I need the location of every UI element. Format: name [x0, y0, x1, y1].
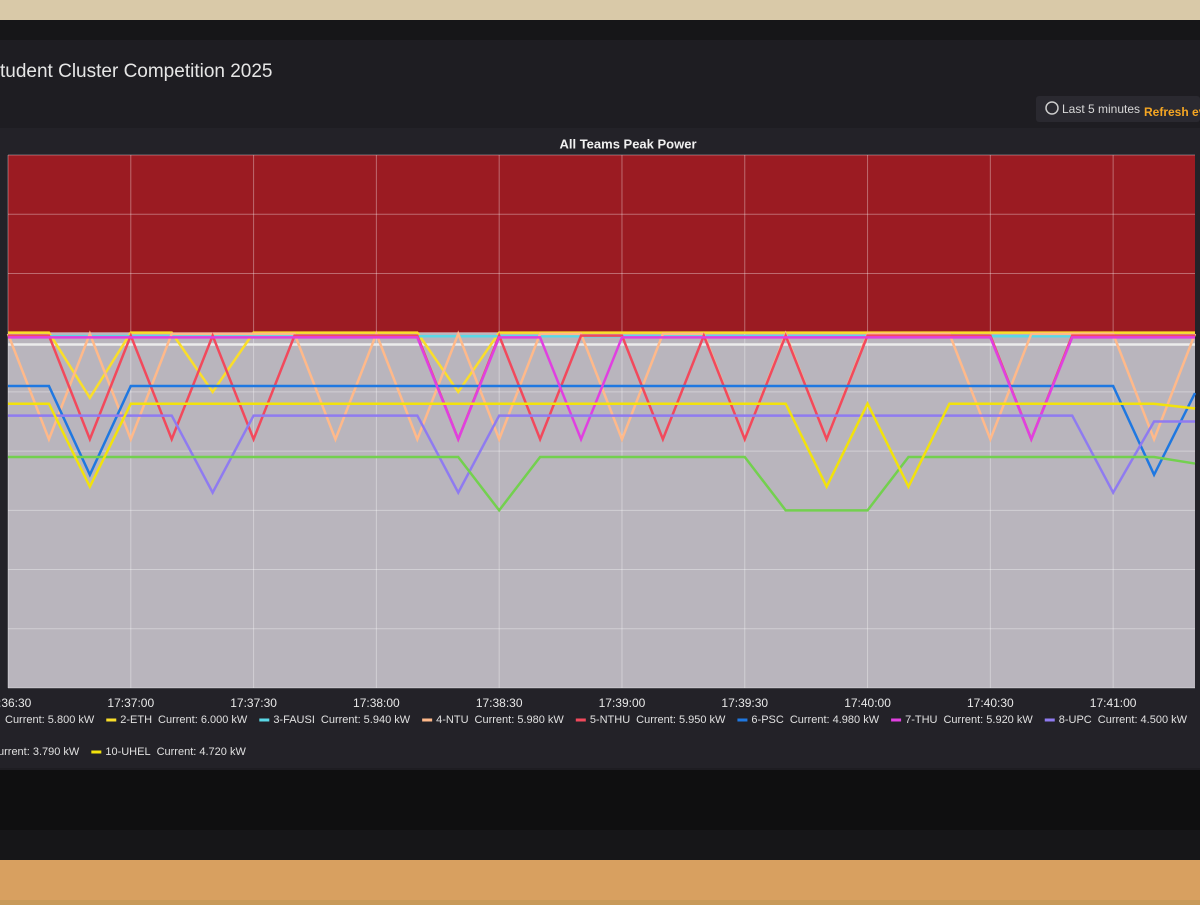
legend-current: Current: 4.500 kW	[1098, 714, 1188, 726]
clock-icon	[1045, 101, 1059, 115]
x-tick-label: 17:40:30	[967, 696, 1014, 710]
legend-current: Current: 6.000 kW	[158, 714, 248, 726]
legend-name: 4-NTU	[436, 714, 468, 726]
dashboard-title: tudent Cluster Competition 2025	[0, 61, 273, 82]
x-tick-label: 17:38:30	[476, 696, 523, 710]
legend-current: Current: 5.980 kW	[475, 714, 565, 726]
x-tick-label: 17:37:30	[230, 696, 277, 710]
legend-current: Current: 4.720 kW	[157, 746, 247, 758]
time-picker[interactable]	[1036, 96, 1200, 122]
x-tick-label: 17:40:00	[844, 696, 891, 710]
panel-title: All Teams Peak Power	[559, 136, 696, 151]
x-tick-label: 17:38:00	[353, 696, 400, 710]
refresh-button[interactable]: Refresh eve	[1144, 105, 1200, 119]
legend-name: 2-ETH	[120, 714, 152, 726]
legend-name: 3-FAUSI	[273, 714, 315, 726]
legend-current: urrent: 3.790 kW	[0, 746, 80, 758]
legend-name: 7-THU	[905, 714, 937, 726]
series-line	[8, 414, 1195, 496]
x-tick-label: 17:37:00	[107, 696, 154, 710]
legend-current: Current: 5.950 kW	[636, 714, 726, 726]
threshold-region	[8, 155, 1195, 333]
legend-name: 8-UPC	[1059, 714, 1092, 726]
x-tick-label: 17:36:30	[0, 696, 32, 710]
series-line	[8, 400, 1196, 490]
legend-current: Current: 5.940 kW	[321, 714, 411, 726]
bezel-bottom	[0, 770, 1200, 830]
floor	[0, 860, 1200, 900]
x-tick-label: 17:41:00	[1090, 696, 1137, 710]
series-line	[8, 331, 1195, 401]
legend-current: Current: 4.980 kW	[790, 714, 880, 726]
time-range[interactable]: Last 5 minutes	[1062, 102, 1140, 116]
legend-name: 6-PSC	[751, 714, 783, 726]
legend-current: Current: 5.920 kW	[943, 714, 1033, 726]
series-line	[8, 455, 1196, 513]
legend-current: Current: 5.800 kW	[5, 714, 95, 726]
legend-name: 5-NTHU	[590, 714, 630, 726]
x-tick-label: 17:39:00	[599, 696, 646, 710]
series-line	[8, 336, 1195, 443]
x-tick-label: 17:39:30	[721, 696, 768, 710]
legend-name: 10-UHEL	[105, 746, 150, 758]
